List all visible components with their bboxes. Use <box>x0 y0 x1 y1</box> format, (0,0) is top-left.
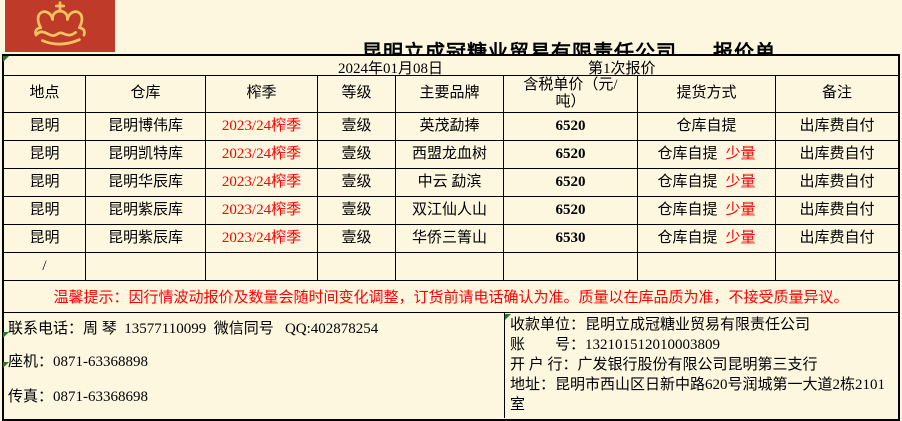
pickup-note: 少量 <box>725 201 756 218</box>
table-grid: 地点 仓库 榨季 等级 主要品牌 含税单价（元/吨） 提货方式 备注 昆明 昆明… <box>4 76 898 281</box>
quotation-table: 2024年01月08日 第1次报价 地点 仓库 榨季 等级 主要品牌 含税单价（… <box>2 54 900 421</box>
cell-price: 6520 <box>504 197 638 225</box>
cell-remark: 出库费自付 <box>776 141 898 169</box>
cell-pickup: 仓库自提 少量 <box>638 169 776 197</box>
cell-brand: 西盟龙血树 <box>396 141 504 169</box>
cell-season: 2023/24榨季 <box>206 113 318 141</box>
crown-icon <box>8 0 112 53</box>
cell-price: 6520 <box>504 113 638 141</box>
cell-brand: 华侨三箐山 <box>396 225 504 253</box>
cell-location: / <box>4 253 86 281</box>
cell-remark <box>776 253 898 281</box>
cell-price: 6530 <box>504 225 638 253</box>
company-logo <box>5 0 115 52</box>
cell-remark: 出库费自付 <box>776 197 898 225</box>
cell-grade: 壹级 <box>318 225 396 253</box>
cell-pickup: 仓库自提 少量 <box>638 197 776 225</box>
cell-season: 2023/24榨季 <box>206 169 318 197</box>
contact-landline: 座机：0871-63368898 <box>8 354 148 370</box>
cell-brand: 双江仙人山 <box>396 197 504 225</box>
cell-pickup: 仓库自提 少量 <box>638 225 776 253</box>
cell-location: 昆明 <box>4 141 86 169</box>
cell-warehouse: 昆明紫辰库 <box>86 197 206 225</box>
header-remark: 备注 <box>776 76 898 113</box>
header-price: 含税单价（元/吨） <box>504 76 638 113</box>
cell-price: 6520 <box>504 169 638 197</box>
cell-location: 昆明 <box>4 169 86 197</box>
contact-info-cell: 联系电话：周 琴 13577110099 微信同号 QQ:402878254 座… <box>4 313 505 418</box>
cell-pickup <box>638 253 776 281</box>
contact-phone: 联系电话：周 琴 13577110099 微信同号 QQ:402878254 <box>8 321 379 337</box>
cell-warehouse <box>86 253 206 281</box>
cell-remark: 出库费自付 <box>776 113 898 141</box>
cell-price <box>504 253 638 281</box>
cell-remark: 出库费自付 <box>776 169 898 197</box>
cell-grade <box>318 253 396 281</box>
cell-price: 6520 <box>504 141 638 169</box>
meta-row: 2024年01月08日 第1次报价 <box>4 56 898 77</box>
payment-info-cell: 收款单位：昆明立成冠糖业贸易有限责任公司 账 号：132101512010003… <box>505 313 898 418</box>
pickup-note: 少量 <box>725 229 756 246</box>
cell-pickup: 仓库自提 少量 <box>638 141 776 169</box>
cell-warehouse: 昆明博伟库 <box>86 113 206 141</box>
payee-line: 收款单位：昆明立成冠糖业贸易有限责任公司 <box>510 317 811 333</box>
cell-brand: 中云 勐滨 <box>396 169 504 197</box>
cell-season: 2023/24榨季 <box>206 141 318 169</box>
cell-grade: 壹级 <box>318 197 396 225</box>
green-corner-marker <box>3 332 9 338</box>
cell-grade: 壹级 <box>318 113 396 141</box>
header-grade: 等级 <box>318 76 396 113</box>
cell-brand <box>396 253 504 281</box>
cell-grade: 壹级 <box>318 169 396 197</box>
header-location: 地点 <box>4 76 86 113</box>
bank-line: 开 户 行：广发银行股份有限公司昆明第三支行 <box>510 357 818 373</box>
address-line: 地址：昆明市西山区日新中路620号润城第一大道2栋2101室 <box>510 377 886 413</box>
cell-pickup: 仓库自提 <box>638 113 776 141</box>
cell-location: 昆明 <box>4 113 86 141</box>
cell-warehouse: 昆明华辰库 <box>86 169 206 197</box>
pickup-note: 少量 <box>725 145 756 162</box>
cell-season <box>206 253 318 281</box>
contact-fax: 传真：0871-63368698 <box>8 389 148 405</box>
cell-season: 2023/24榨季 <box>206 197 318 225</box>
footer-section: 联系电话：周 琴 13577110099 微信同号 QQ:402878254 座… <box>4 313 898 418</box>
green-corner-marker <box>505 314 511 320</box>
cell-remark: 出库费自付 <box>776 225 898 253</box>
cell-warehouse: 昆明凯特库 <box>86 141 206 169</box>
cell-location: 昆明 <box>4 225 86 253</box>
cell-brand: 英茂勐捧 <box>396 113 504 141</box>
quote-number: 第1次报价 <box>588 61 656 77</box>
header-brand: 主要品牌 <box>396 76 504 113</box>
header-warehouse: 仓库 <box>86 76 206 113</box>
cell-season: 2023/24榨季 <box>206 225 318 253</box>
quote-date: 2024年01月08日 <box>338 61 444 77</box>
cell-grade: 壹级 <box>318 141 396 169</box>
pickup-note: 少量 <box>725 173 756 190</box>
header-pickup: 提货方式 <box>638 76 776 113</box>
notice-row: 温馨提示：因行情波动报价及数量会随时间变化调整，订货前请电话确认为准。质量以在库… <box>4 281 898 313</box>
green-corner-marker <box>3 362 9 368</box>
green-corner-marker <box>3 56 9 62</box>
cell-warehouse: 昆明紫辰库 <box>86 225 206 253</box>
cell-location: 昆明 <box>4 197 86 225</box>
account-line: 账 号：132101512010003809 <box>510 337 721 353</box>
header-season: 榨季 <box>206 76 318 113</box>
